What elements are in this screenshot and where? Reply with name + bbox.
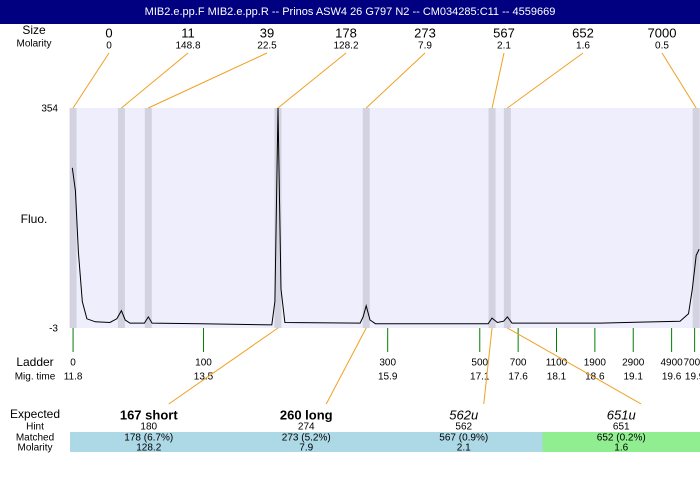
mig-time: 13.5 xyxy=(194,372,214,383)
title-bar xyxy=(0,0,700,24)
ladder-size: 1900 xyxy=(584,358,607,369)
peak-size: 11 xyxy=(181,25,195,40)
matched-cell xyxy=(227,432,386,452)
connector xyxy=(148,52,268,109)
connector xyxy=(507,52,584,109)
row-label: Matched xyxy=(16,433,54,444)
ladder-size: 100 xyxy=(195,358,212,369)
peak-band xyxy=(503,108,511,328)
hint: 180 xyxy=(140,422,157,433)
expected-label: 651u xyxy=(607,407,636,422)
hint: 562 xyxy=(455,422,472,433)
peak-size: 39 xyxy=(260,25,274,40)
matched: 652 (0.2%) xyxy=(597,433,646,444)
peak-size: 178 xyxy=(335,25,357,40)
row-label: Hint xyxy=(26,422,44,433)
connector xyxy=(491,52,505,109)
connector xyxy=(121,52,189,109)
matched: 567 (0.9%) xyxy=(439,433,488,444)
expected-label: 260 long xyxy=(280,407,333,422)
mig-time: 17.6 xyxy=(508,372,528,383)
hint: 274 xyxy=(298,422,315,433)
ladder-size: 300 xyxy=(379,358,396,369)
title: MIB2.e.pp.F MIB2.e.pp.R -- Prinos ASW4 2… xyxy=(145,6,556,18)
connector xyxy=(483,327,493,405)
peak-size: 7000 xyxy=(648,25,677,40)
mig-time: 19.1 xyxy=(624,372,644,383)
peak-band xyxy=(274,108,282,328)
connector xyxy=(168,327,279,405)
ladder-size: 2900 xyxy=(622,358,645,369)
molarity: 7.9 xyxy=(299,443,313,454)
peak-molarity: 7.9 xyxy=(418,41,432,52)
peak-band xyxy=(69,108,77,328)
mig-time: 15.9 xyxy=(378,372,398,383)
matched: 273 (5.2%) xyxy=(282,433,331,444)
ladder-size: 4900 xyxy=(660,358,683,369)
connector xyxy=(277,52,347,109)
plot-area xyxy=(70,108,700,328)
ladder-size: 700 xyxy=(510,358,527,369)
peak-molarity: 22.5 xyxy=(257,41,277,52)
peak-size: 652 xyxy=(572,25,594,40)
mig-time: 19.6 xyxy=(662,372,682,383)
ladder-size: 1100 xyxy=(546,358,568,369)
connector xyxy=(507,327,642,405)
connector xyxy=(325,327,367,405)
hint: 651 xyxy=(613,422,630,433)
mig-time: 18.6 xyxy=(585,372,605,383)
peak-molarity: 148.8 xyxy=(175,41,200,52)
molarity: 1.6 xyxy=(614,443,628,454)
row-label: Ladder xyxy=(16,355,53,369)
connector xyxy=(365,52,426,109)
peak-size: 567 xyxy=(493,25,515,40)
row-label: Molarity xyxy=(16,39,51,50)
y-tick-label: -3 xyxy=(49,324,58,335)
mig-time: 11.8 xyxy=(64,372,83,383)
mig-time: 17.1 xyxy=(470,372,490,383)
peak-band xyxy=(488,108,496,328)
ladder-size: 7000 xyxy=(684,358,700,369)
matched: 178 (6.7%) xyxy=(124,433,173,444)
peak-molarity: 1.6 xyxy=(576,41,590,52)
molarity: 128.2 xyxy=(136,443,161,454)
expected-label: 167 short xyxy=(120,407,178,422)
connector xyxy=(72,52,110,109)
mig-time: 18.1 xyxy=(547,372,567,383)
peak-band xyxy=(362,108,370,328)
connector xyxy=(661,52,697,109)
row-label: Size xyxy=(22,23,46,37)
expected-label: 562u xyxy=(449,407,478,422)
row-label: Molarity xyxy=(17,443,52,454)
ladder-size: 500 xyxy=(471,358,488,369)
row-label: Expected xyxy=(10,407,60,421)
peak-band xyxy=(117,108,125,328)
matched-cell xyxy=(70,432,228,452)
y-axis-label: Fluo. xyxy=(21,212,48,226)
molarity: 2.1 xyxy=(457,443,471,454)
mig-time: 19.9 xyxy=(685,372,700,383)
peak-size: 0 xyxy=(105,25,112,40)
peak-molarity: 0.5 xyxy=(655,41,669,52)
matched-cell xyxy=(385,432,543,452)
peak-molarity: 2.1 xyxy=(497,41,511,52)
y-tick-label: 354 xyxy=(41,104,58,115)
row-label: Mig. time xyxy=(15,372,56,383)
trace xyxy=(71,107,700,326)
peak-band xyxy=(692,108,700,328)
peak-band xyxy=(144,108,152,328)
peak-size: 273 xyxy=(414,25,436,40)
matched-cell xyxy=(542,432,700,452)
ladder-size: 0 xyxy=(70,358,76,369)
peak-molarity: 0 xyxy=(106,41,112,52)
peak-molarity: 128.2 xyxy=(333,41,358,52)
